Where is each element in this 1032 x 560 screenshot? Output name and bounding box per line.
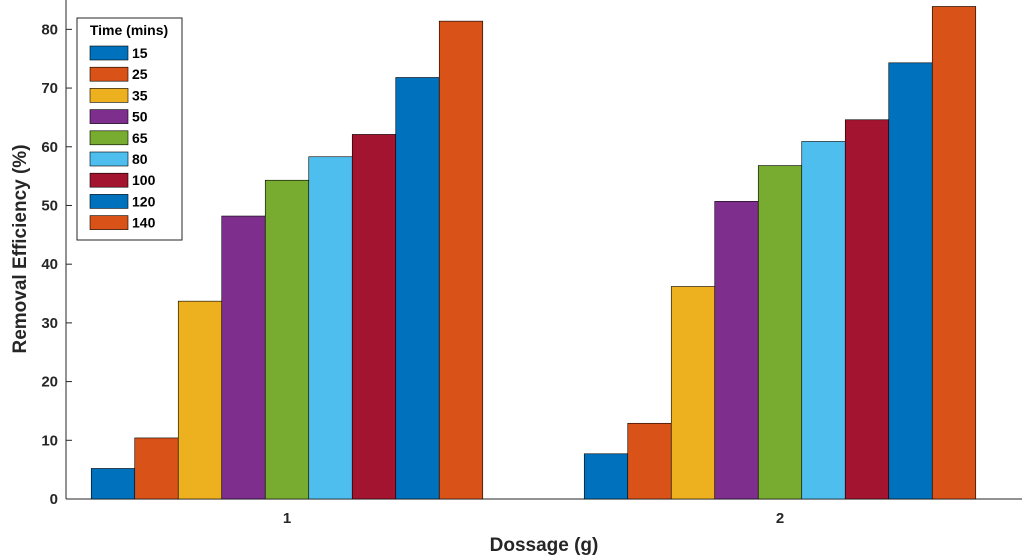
legend-swatch — [89, 66, 129, 82]
y-tick-label: 50 — [41, 197, 58, 214]
bar-1-120 — [395, 77, 440, 500]
bar-2-15 — [583, 453, 629, 500]
legend-swatch — [89, 88, 129, 103]
legend-swatch — [89, 194, 129, 209]
bar-1-15 — [90, 468, 136, 500]
x-tick-label: 2 — [776, 510, 784, 527]
legend-swatch — [89, 151, 129, 167]
y-tick-label: 40 — [41, 256, 58, 273]
legend-swatch — [89, 45, 129, 61]
bar-1-80 — [308, 156, 353, 500]
bar-1-35 — [177, 300, 223, 500]
legend-label: 50 — [132, 109, 148, 125]
legend-label: 120 — [132, 193, 156, 209]
bar-2-50 — [714, 201, 759, 500]
legend-swatch — [89, 215, 129, 230]
y-tick-label: 30 — [41, 315, 58, 332]
legend-title: Time (mins) — [90, 22, 168, 38]
bar-2-25 — [627, 422, 672, 500]
y-axis-title: Removal Efficiency (%) — [10, 144, 31, 353]
legend-label: 35 — [132, 87, 148, 103]
bar-2-65 — [757, 165, 803, 500]
legend-label: 65 — [132, 130, 148, 146]
bar-1-100 — [351, 134, 397, 500]
legend-swatch — [89, 130, 129, 146]
y-tick-label: 10 — [41, 432, 58, 449]
bar-2-140 — [931, 6, 977, 500]
legend-label: 25 — [132, 66, 148, 82]
bar-2-35 — [670, 286, 716, 500]
bars — [90, 6, 977, 500]
y-tick-label: 70 — [41, 80, 58, 97]
legend-items: 15 25 35 50 65 80 100 120 140 — [89, 45, 156, 231]
x-tick-label: 1 — [283, 510, 291, 527]
legend-label: 80 — [132, 151, 148, 167]
legend-label: 140 — [132, 215, 156, 231]
bar-1-140 — [438, 20, 484, 500]
bar-1-25 — [134, 437, 179, 500]
legend: Time (mins) 15 25 35 50 65 80 100 120 140 — [76, 17, 183, 241]
y-tick-label: 0 — [50, 491, 58, 508]
y-tick-label: 60 — [41, 139, 58, 156]
bar-1-65 — [264, 179, 310, 500]
legend-swatch — [89, 109, 129, 124]
bar-2-120 — [888, 62, 933, 500]
legend-label: 15 — [132, 45, 148, 61]
x-axis-title: Dossage (g) — [490, 535, 599, 556]
legend-label: 100 — [132, 172, 156, 188]
y-tick-label: 80 — [41, 21, 58, 38]
bar-1-50 — [221, 215, 266, 500]
y-tick-label: 20 — [41, 374, 58, 391]
y-ticks: 0 10 20 30 40 50 60 70 80 — [41, 21, 72, 508]
bar-2-80 — [801, 141, 846, 500]
legend-swatch — [89, 172, 129, 188]
bar-2-100 — [844, 119, 890, 500]
